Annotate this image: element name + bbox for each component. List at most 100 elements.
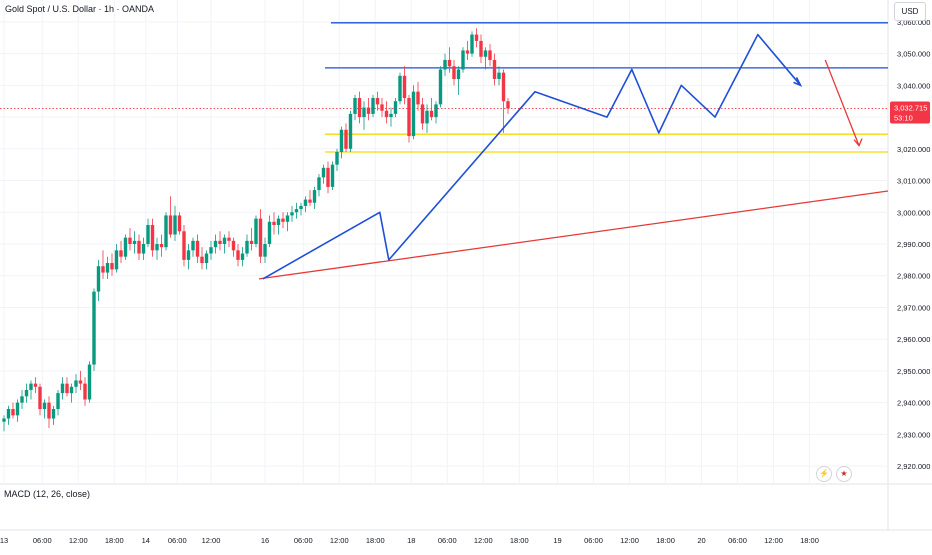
candle-body bbox=[308, 199, 312, 203]
candle bbox=[182, 224, 186, 267]
x-tick-label: 06:00 bbox=[438, 536, 457, 545]
candle bbox=[114, 244, 119, 273]
candle-body bbox=[218, 240, 222, 244]
candle-body bbox=[141, 244, 146, 254]
candle bbox=[285, 212, 290, 232]
candle bbox=[236, 244, 240, 267]
candle-body bbox=[357, 98, 362, 118]
candle bbox=[429, 98, 434, 121]
time-axis[interactable]: 13 06:00 12:00 18:00 14 06:00 12:00 16 06:00 12:0… bbox=[0, 536, 819, 545]
candle bbox=[218, 231, 222, 251]
candle-body bbox=[312, 190, 317, 203]
candle bbox=[330, 161, 335, 191]
x-tick-label: 18:00 bbox=[510, 536, 529, 545]
candle-body bbox=[335, 151, 339, 165]
candle bbox=[263, 237, 267, 264]
y-tick-label: 2,940.000 bbox=[897, 399, 930, 408]
candle bbox=[33, 377, 38, 394]
candle-body bbox=[506, 101, 510, 109]
last-price-value: 3,032.715 bbox=[894, 103, 927, 112]
candle-body bbox=[227, 237, 231, 241]
x-tick-label: 14 bbox=[142, 536, 150, 545]
candle bbox=[254, 215, 258, 248]
candle-body bbox=[461, 50, 465, 70]
candle-body bbox=[173, 215, 177, 235]
candle bbox=[501, 69, 506, 133]
candle bbox=[398, 72, 402, 105]
y-tick-label: 2,970.000 bbox=[897, 303, 930, 312]
candle-body bbox=[96, 266, 101, 292]
candle-body bbox=[236, 250, 240, 260]
last-price-tag: 3,032.715 53:10 bbox=[890, 101, 930, 124]
candle bbox=[353, 94, 357, 121]
candle bbox=[479, 34, 483, 64]
candle bbox=[123, 234, 128, 260]
candle-body bbox=[159, 244, 164, 248]
candle-body bbox=[501, 72, 506, 102]
chart-title[interactable]: Gold Spot / U.S. Dollar · 1h · OANDA bbox=[5, 4, 155, 14]
candle-body bbox=[321, 167, 326, 178]
candle bbox=[290, 205, 294, 222]
candle bbox=[389, 107, 393, 127]
candle bbox=[357, 91, 362, 124]
candle bbox=[213, 234, 218, 254]
candle-body bbox=[497, 72, 501, 79]
candle-body bbox=[47, 402, 51, 419]
y-tick-label: 2,990.000 bbox=[897, 240, 930, 249]
currency-button[interactable]: USD bbox=[894, 2, 926, 21]
candle-body bbox=[155, 244, 159, 251]
candle-body bbox=[123, 237, 128, 257]
x-tick-label: 06:00 bbox=[728, 536, 747, 545]
candle-body bbox=[272, 221, 276, 225]
macd-indicator-label[interactable]: MACD (12, 26, close) bbox=[4, 489, 91, 499]
candle bbox=[492, 53, 497, 86]
candle-body bbox=[452, 66, 456, 79]
candle bbox=[303, 196, 308, 213]
candle bbox=[249, 228, 254, 251]
last-price-tag-bg bbox=[890, 101, 930, 124]
candle-body bbox=[281, 218, 285, 222]
candle bbox=[272, 212, 276, 235]
candle-body bbox=[240, 253, 245, 260]
candle-body bbox=[231, 240, 236, 251]
candle-body bbox=[209, 247, 213, 254]
candle-body bbox=[366, 107, 371, 114]
y-tick-label: 2,930.000 bbox=[897, 430, 930, 439]
candle-body bbox=[29, 383, 33, 390]
candle bbox=[195, 234, 200, 264]
candle bbox=[506, 98, 510, 114]
candle bbox=[191, 237, 195, 257]
flash-icon[interactable]: ⚡ bbox=[816, 466, 832, 482]
candle bbox=[299, 202, 303, 216]
candle bbox=[474, 28, 479, 48]
candle-body bbox=[191, 240, 195, 251]
candle bbox=[335, 148, 339, 172]
candle-body bbox=[2, 418, 6, 422]
candle-body bbox=[416, 91, 420, 105]
candle bbox=[312, 186, 317, 210]
candle bbox=[110, 253, 114, 276]
candle bbox=[101, 250, 105, 279]
candle bbox=[200, 247, 204, 270]
x-tick-label: 18:00 bbox=[105, 536, 124, 545]
candle-body bbox=[119, 250, 123, 257]
candle-body bbox=[132, 240, 137, 244]
candle bbox=[384, 101, 389, 124]
candle bbox=[92, 288, 96, 371]
candle-body bbox=[483, 50, 488, 57]
candle-body bbox=[24, 389, 29, 397]
candle-body bbox=[87, 364, 92, 400]
candle-body bbox=[470, 34, 474, 54]
candle bbox=[29, 380, 33, 400]
candle-body bbox=[344, 129, 348, 149]
candle-body bbox=[222, 237, 227, 244]
candle-body bbox=[114, 250, 119, 270]
candle-body bbox=[182, 231, 186, 260]
us-flag-icon[interactable]: ★ bbox=[836, 466, 852, 482]
price-axis[interactable]: 2,920.000 2,930.000 2,940.000 2,950.000 2,96… bbox=[897, 18, 930, 471]
candle-body bbox=[56, 393, 60, 410]
candle bbox=[321, 164, 326, 184]
candle bbox=[24, 383, 29, 403]
